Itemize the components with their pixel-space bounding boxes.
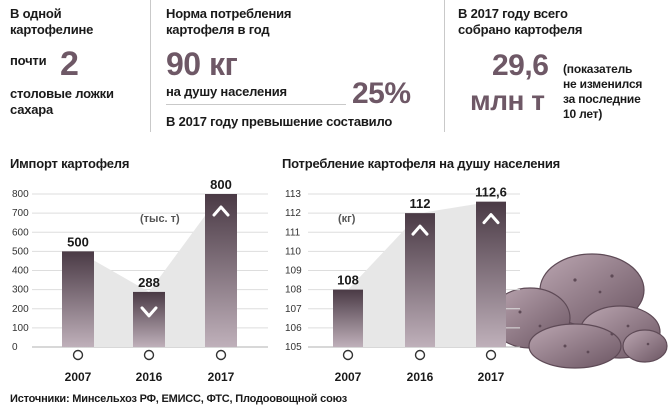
axis-dot — [485, 349, 497, 361]
y-tick-label: 109 — [285, 266, 302, 277]
axis-dot — [143, 349, 155, 361]
bar-2017 — [476, 201, 506, 347]
norm-underline — [166, 104, 346, 105]
fact-spoon-line4: сахара — [10, 102, 54, 117]
divider-1 — [150, 0, 151, 132]
arrow-up-icon — [212, 205, 230, 217]
bar-2016 — [405, 213, 435, 347]
unit-label: (тыс. т) — [140, 213, 180, 225]
divider-2 — [444, 0, 445, 132]
y-tick-label: 111 — [285, 227, 301, 238]
value-label: 112 — [410, 196, 431, 211]
bar-2007 — [62, 251, 94, 347]
chart-consumption-title: Потребление картофеля на душу населения — [282, 156, 561, 171]
y-tick-label: 400 — [12, 266, 29, 277]
trend-area — [78, 194, 221, 347]
axis-dot — [414, 349, 426, 361]
chart-import-title: Импорт картофеля — [10, 156, 130, 171]
chart-import: 0 100 200 300 400 500 600 700 800 (тыс. т) 500 2007… — [12, 177, 268, 384]
fact-harvest-value1: 29,6 — [492, 49, 549, 82]
potato-5 — [622, 329, 668, 363]
fact-norm-line1: Норма потребления — [166, 6, 292, 21]
y-tick-label: 105 — [285, 342, 302, 353]
fact-spoon-line3: столовые ложки — [10, 86, 114, 101]
potato-illustration — [489, 253, 668, 369]
fact-harvest-line2: собрано картофеля — [458, 22, 583, 37]
fact-spoon-line1: В одной — [10, 6, 62, 21]
value-label: 288 — [138, 275, 160, 290]
arrow-up-icon — [482, 213, 500, 225]
arrow-up-icon — [411, 224, 429, 236]
fact-harvest-note4: 10 лет) — [563, 107, 603, 121]
x-tick-label: 2016 — [136, 370, 163, 384]
x-tick-label: 2017 — [478, 370, 505, 384]
y-tick-label: 100 — [12, 323, 29, 334]
y-tick-label: 106 — [285, 323, 302, 334]
unit-label: (кг) — [338, 213, 356, 225]
fact-spoon-pre: почти — [10, 53, 47, 68]
fact-harvest-note1: (показатель — [563, 62, 633, 76]
x-tick-label: 2016 — [407, 370, 434, 384]
value-label: 500 — [67, 234, 89, 249]
fact-norm-value: 90 кг — [166, 46, 238, 82]
potato-4 — [528, 323, 622, 369]
x-tick-label: 2007 — [65, 370, 92, 384]
fact-norm-line2: картофеля в год — [166, 22, 270, 37]
value-label: 112,6 — [475, 185, 507, 200]
y-tick-label: 800 — [12, 189, 29, 200]
value-label: 108 — [337, 273, 359, 288]
fact-spoon-number: 2 — [60, 45, 79, 83]
fact-norm-percent: 25% — [352, 77, 411, 110]
y-tick-label: 0 — [12, 342, 18, 353]
source-note: Источники: Минсельхоз РФ, ЕМИСС, ФТС, Пл… — [10, 393, 348, 405]
x-tick-label: 2017 — [208, 370, 235, 384]
bar-2016 — [133, 291, 165, 347]
axis-dot — [215, 349, 227, 361]
axis-dot — [342, 349, 354, 361]
y-tick-label: 112 — [285, 208, 301, 219]
y-tick-label: 108 — [285, 285, 302, 296]
axis-dot — [72, 349, 84, 361]
y-tick-label: 500 — [12, 246, 29, 257]
y-tick-label: 110 — [285, 246, 301, 257]
y-tick-label: 700 — [12, 208, 29, 219]
arrow-down-icon — [140, 306, 158, 318]
fact-norm-excess: В 2017 году превышение составило — [166, 114, 393, 129]
bar-2007 — [333, 289, 363, 347]
y-tick-label: 107 — [285, 304, 302, 315]
fact-harvest-line1: В 2017 году всего — [458, 6, 568, 21]
chart-consumption: 105 106 107 108 109 110 111 112 113 (кг) 108 2007 11… — [285, 185, 520, 384]
fact-spoon-line2: картофелине — [10, 22, 94, 37]
fact-norm-per-capita: на душу населения — [166, 84, 287, 99]
y-tick-label: 113 — [285, 189, 301, 200]
y-tick-label: 600 — [12, 227, 29, 238]
fact-harvest-note2: не изменился — [563, 77, 643, 91]
y-tick-label: 200 — [12, 304, 29, 315]
fact-harvest-value2: млн т — [470, 85, 545, 116]
value-label: 800 — [210, 177, 232, 192]
y-tick-label: 300 — [12, 285, 29, 296]
fact-harvest-note3: за последние — [563, 92, 641, 106]
x-tick-label: 2007 — [335, 370, 362, 384]
bar-2017 — [205, 194, 237, 347]
potato-eyes — [518, 274, 650, 354]
